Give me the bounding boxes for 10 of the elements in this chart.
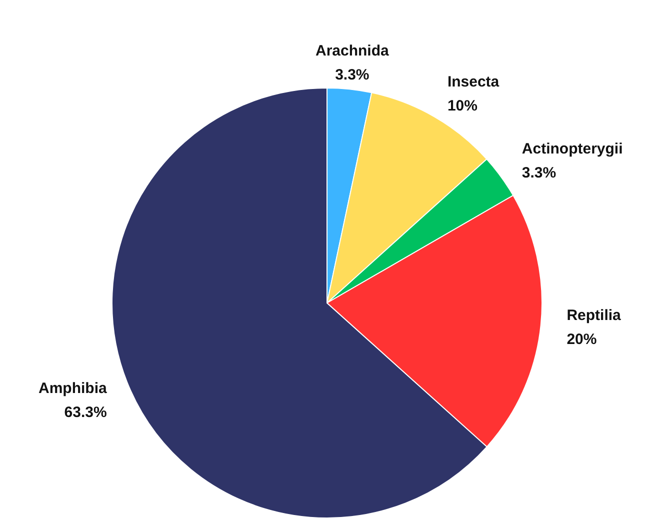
slice-label: Actinopterygii bbox=[522, 140, 623, 158]
data-label: 3.3% bbox=[335, 66, 370, 84]
data-label: 63.3% bbox=[64, 404, 107, 422]
data-label: 10% bbox=[447, 97, 478, 114]
data-label: 20% bbox=[566, 331, 597, 348]
slice-label: Insecta bbox=[447, 73, 500, 90]
slice-label: Arachnida bbox=[315, 42, 390, 60]
slice-label: Reptilia bbox=[566, 307, 622, 324]
slice-label: Amphibia bbox=[38, 380, 108, 398]
data-label: 3.3% bbox=[522, 164, 556, 182]
